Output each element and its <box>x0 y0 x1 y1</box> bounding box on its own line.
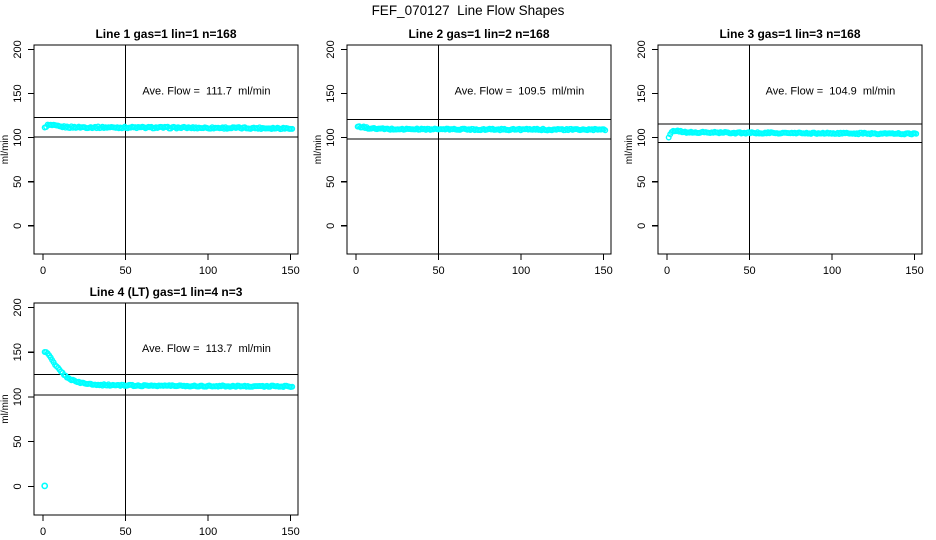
y-tick-label: 200 <box>636 40 648 58</box>
y-axis-label: ml/min <box>0 394 11 423</box>
y-tick-label: 100 <box>12 128 24 146</box>
y-axis-label: ml/min <box>0 135 11 164</box>
plot-border <box>33 44 299 255</box>
y-tick-label: 150 <box>636 84 648 102</box>
x-tick-label: 100 <box>823 265 841 277</box>
x-tick-label: 0 <box>40 526 46 538</box>
plot-border <box>346 44 612 255</box>
x-tick-label: 100 <box>199 526 217 538</box>
y-tick-label: 0 <box>12 223 24 229</box>
y-tick-label: 200 <box>12 298 24 316</box>
x-tick-label: 100 <box>512 265 530 277</box>
subplot-title: Line 3 gas=1 lin=3 n=168 <box>719 27 860 41</box>
data-point <box>913 130 920 137</box>
y-tick-label: 100 <box>12 388 24 406</box>
subplot-title: Line 4 (LT) gas=1 lin=4 n=3 <box>90 285 243 299</box>
y-tick-label: 150 <box>12 343 24 361</box>
y-tick-label: 50 <box>325 176 337 188</box>
outlier-point <box>41 482 49 490</box>
subplot: 0 50 100 150 0 50 100 150 200 ml/min Line 3 gas=1 … <box>624 27 924 277</box>
y-tick-label: 100 <box>325 128 337 146</box>
subplot: 0 50 100 150 0 50 100 150 200 ml/min Line 4 (LT) g… <box>0 285 300 538</box>
y-tick-label: 50 <box>12 436 24 448</box>
x-tick-label: 50 <box>119 265 131 277</box>
x-tick-label: 50 <box>119 526 131 538</box>
y-tick-label: 150 <box>325 84 337 102</box>
subplot: 0 50 100 150 0 50 100 150 200 ml/min Line 1 gas=1 … <box>0 27 300 277</box>
x-tick-label: 50 <box>743 265 755 277</box>
subplot-title: Line 1 gas=1 lin=1 n=168 <box>95 27 236 41</box>
data-point <box>289 125 296 132</box>
x-tick-label: 150 <box>594 265 612 277</box>
ave-flow-annotation: Ave. Flow = 113.7 ml/min <box>142 343 271 355</box>
y-tick-label: 50 <box>636 176 648 188</box>
subplot: 0 50 100 150 0 50 100 150 200 ml/min Line 2 gas=1 … <box>313 27 613 277</box>
x-tick-label: 100 <box>199 265 217 277</box>
y-tick-label: 200 <box>12 40 24 58</box>
data-point <box>602 127 609 134</box>
y-axis-label: ml/min <box>313 135 324 164</box>
y-tick-label: 0 <box>325 223 337 229</box>
figure-title: FEF_070127 Line Flow Shapes <box>371 3 565 18</box>
x-tick-label: 50 <box>432 265 444 277</box>
x-tick-label: 150 <box>281 526 299 538</box>
y-tick-label: 50 <box>12 176 24 188</box>
x-tick-label: 150 <box>281 265 299 277</box>
x-tick-label: 0 <box>40 265 46 277</box>
ave-flow-annotation: Ave. Flow = 104.9 ml/min <box>766 85 896 97</box>
x-tick-label: 0 <box>664 265 670 277</box>
y-tick-label: 200 <box>325 40 337 58</box>
y-tick-label: 0 <box>636 223 648 229</box>
plot-border <box>33 302 299 516</box>
subplot-title: Line 2 gas=1 lin=2 n=168 <box>408 27 549 41</box>
y-tick-label: 150 <box>12 84 24 102</box>
data-point <box>289 383 296 390</box>
y-tick-label: 0 <box>12 483 24 489</box>
y-tick-label: 100 <box>636 128 648 146</box>
ave-flow-annotation: Ave. Flow = 109.5 ml/min <box>455 85 585 97</box>
x-tick-label: 150 <box>905 265 923 277</box>
x-tick-label: 0 <box>353 265 359 277</box>
y-axis-label: ml/min <box>624 135 635 164</box>
plot-border <box>657 44 923 255</box>
ave-flow-annotation: Ave. Flow = 111.7 ml/min <box>142 85 270 97</box>
